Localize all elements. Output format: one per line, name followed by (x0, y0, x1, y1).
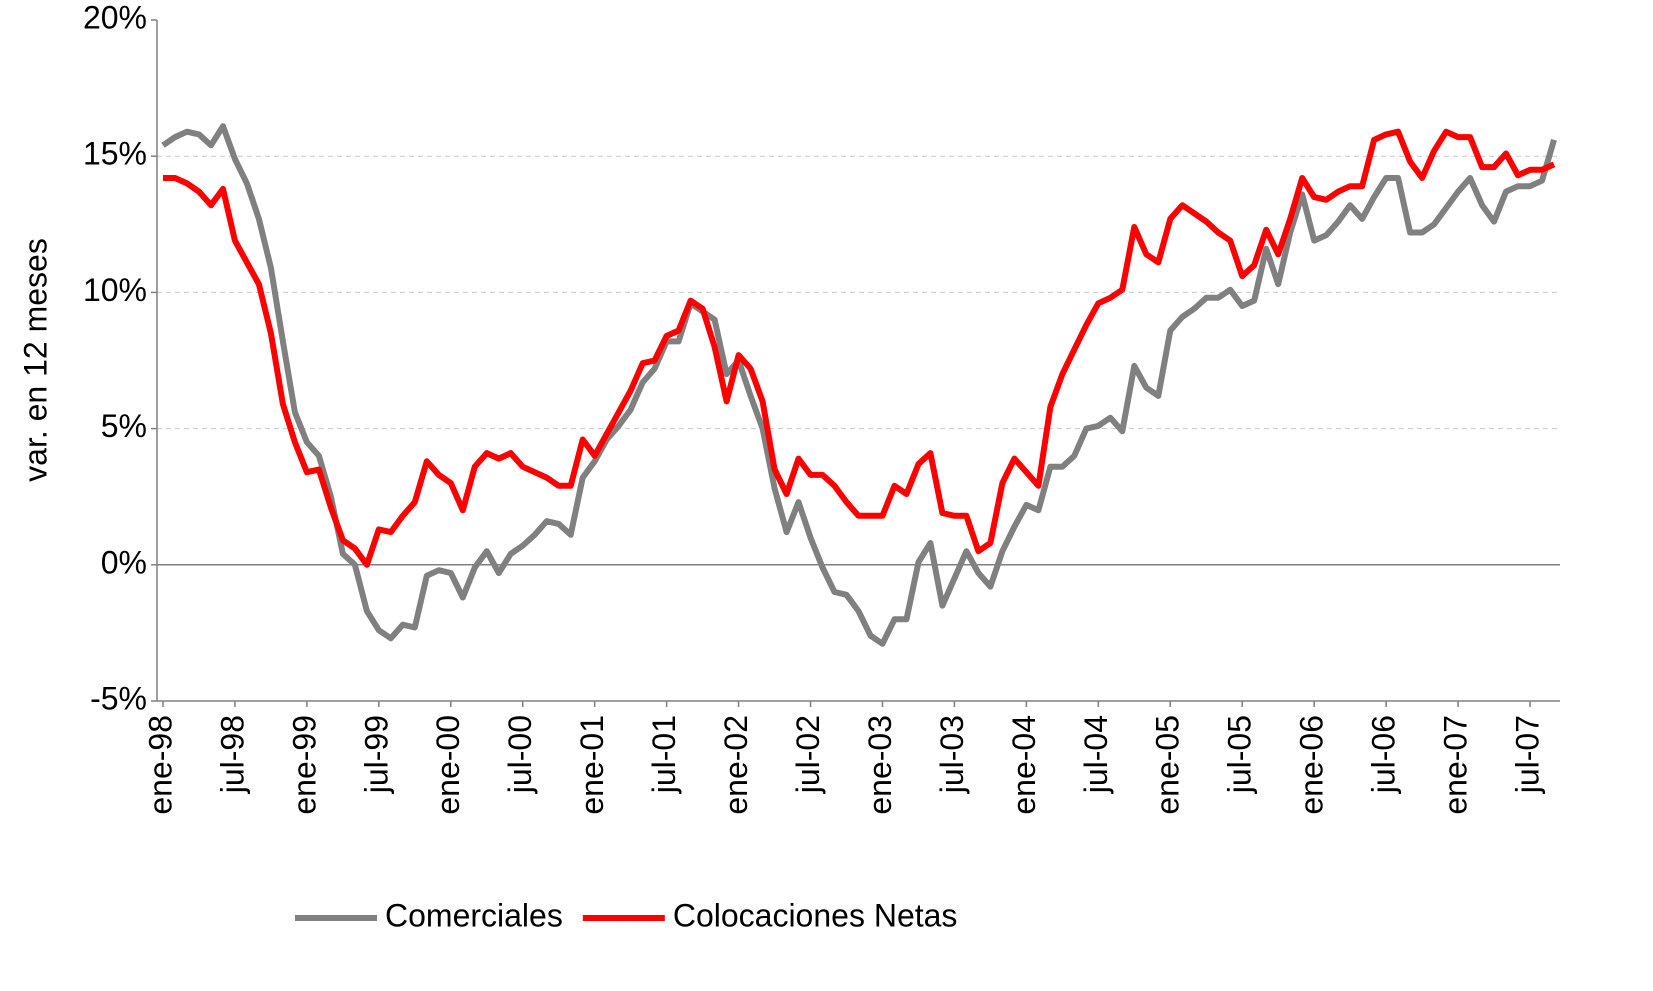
x-tick-label: jul-00 (502, 715, 538, 794)
x-tick-label: ene-00 (430, 715, 466, 815)
x-tick-label: jul-01 (646, 715, 682, 794)
y-tick-label: 20% (83, 0, 147, 35)
x-tick-label: jul-99 (358, 715, 394, 794)
x-tick-label: ene-02 (718, 715, 754, 815)
y-tick-label: 0% (101, 544, 147, 580)
x-tick-label: jul-05 (1222, 715, 1258, 794)
x-tick-label: jul-02 (790, 715, 826, 794)
x-tick-label: ene-05 (1150, 715, 1186, 815)
x-tick-label: jul-07 (1509, 715, 1545, 794)
x-tick-label: jul-06 (1366, 715, 1402, 794)
x-tick-label: ene-04 (1006, 715, 1042, 815)
x-tick-label: ene-01 (574, 715, 610, 815)
x-tick-label: jul-04 (1078, 715, 1114, 794)
y-axis-label: var. en 12 meses (17, 238, 53, 482)
x-tick-label: jul-98 (214, 715, 250, 794)
y-tick-label: 10% (83, 272, 147, 308)
legend-label: Colocaciones Netas (673, 897, 958, 933)
x-tick-label: ene-07 (1438, 715, 1474, 815)
y-tick-label: -5% (90, 680, 147, 716)
x-tick-label: ene-03 (862, 715, 898, 815)
y-tick-label: 15% (83, 136, 147, 172)
x-tick-label: ene-99 (286, 715, 322, 815)
series-line (163, 128, 1556, 568)
legend-label: Comerciales (385, 897, 563, 933)
series-line (161, 123, 1557, 647)
x-tick-label: jul-03 (934, 715, 970, 794)
x-tick-label: ene-98 (142, 715, 178, 815)
y-tick-label: 5% (101, 408, 147, 444)
x-tick-label: ene-06 (1294, 715, 1330, 815)
